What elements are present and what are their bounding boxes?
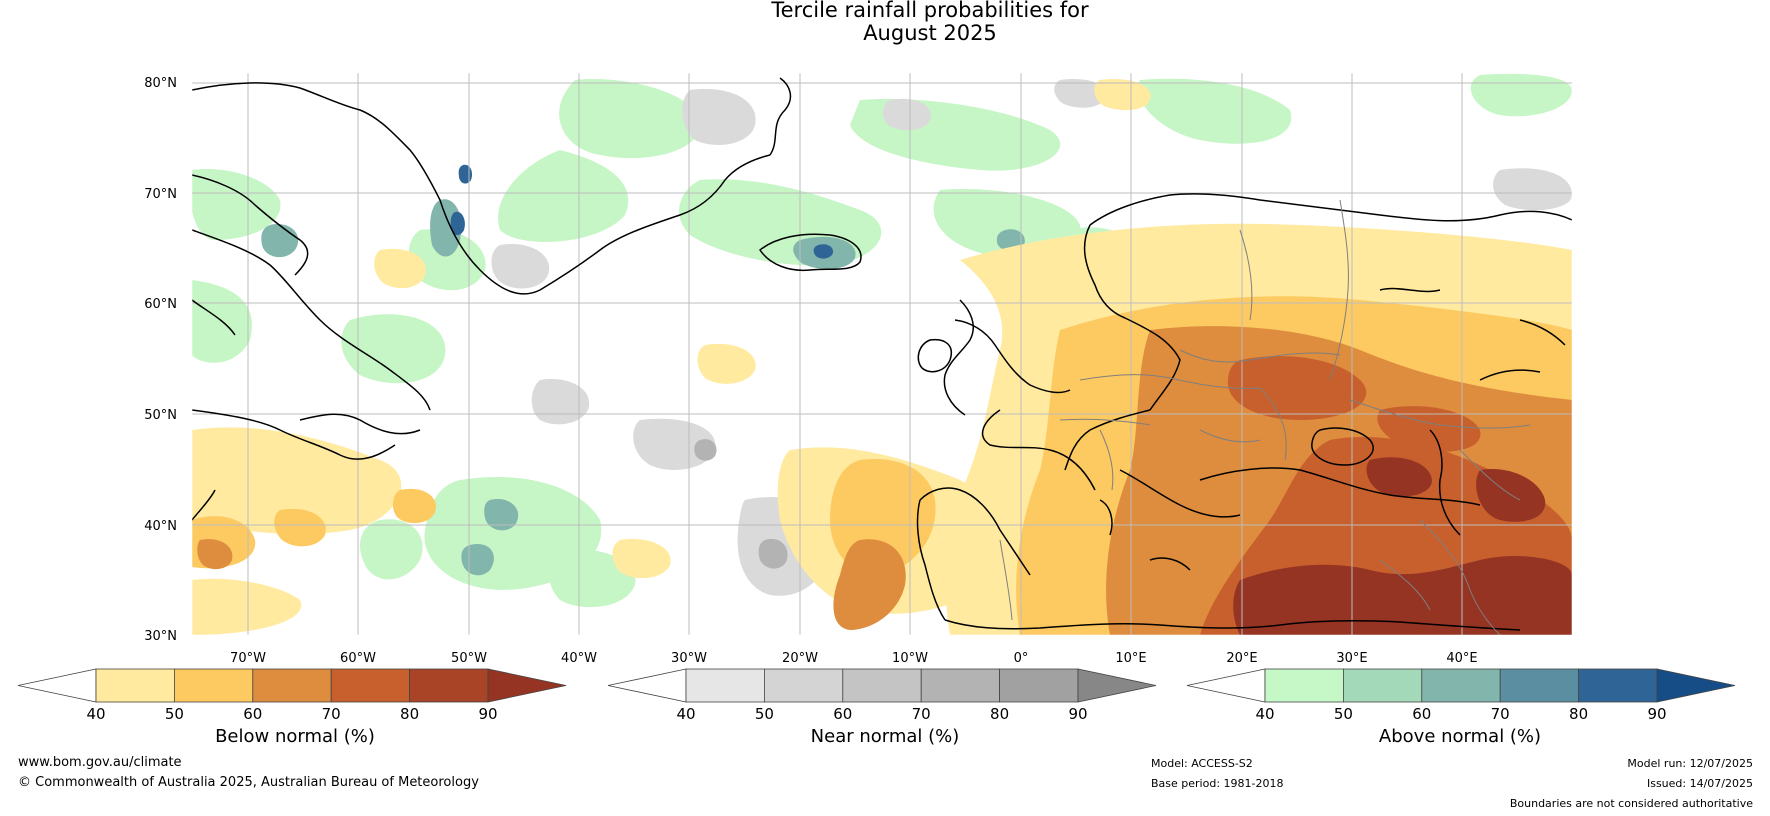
near-tick-label: 80 — [990, 705, 1009, 723]
lon-label-40w: 40°W — [561, 651, 597, 666]
above-tick-label: 50 — [1334, 705, 1353, 723]
base-period-text: Base period: 1981-2018 — [1151, 777, 1284, 790]
near-tick-label: 90 — [1068, 705, 1087, 723]
above-bar-segment — [1578, 668, 1658, 703]
lat-label-70n: 70°N — [144, 187, 177, 202]
copyright-text: © Commonwealth of Australia 2025, Austra… — [18, 775, 479, 790]
lon-label-30w: 30°W — [671, 651, 707, 666]
lon-label-10e: 10°E — [1115, 651, 1146, 666]
above-normal-label: Above normal (%) — [1378, 726, 1542, 747]
lat-label-40n: 40°N — [144, 519, 177, 534]
graticule — [192, 73, 1572, 635]
above-tick-label: 80 — [1569, 705, 1588, 723]
near-tick-label: 40 — [676, 705, 695, 723]
near-tick-label: 70 — [912, 705, 931, 723]
near-normal-label: Near normal (%) — [810, 726, 960, 747]
above-tick-label: 70 — [1491, 705, 1510, 723]
below-tick-label: 60 — [243, 705, 262, 723]
below-tick-label: 90 — [478, 705, 497, 723]
lat-label-50n: 50°N — [144, 408, 177, 423]
below-normal-label: Below normal (%) — [215, 726, 375, 747]
lat-label-80n: 80°N — [144, 76, 177, 91]
near-bar-segment — [999, 668, 1079, 703]
above-bar-segment — [1421, 668, 1501, 703]
below-bar-segment — [409, 668, 489, 703]
below-tick-label: 50 — [165, 705, 184, 723]
map-area — [192, 73, 1572, 635]
lat-label-30n: 30°N — [144, 629, 177, 644]
above-bar-segment — [1499, 668, 1579, 703]
colorbar-below-normal: 40 50 60 70 80 90 — [17, 668, 567, 723]
above-tick-label: 40 — [1255, 705, 1274, 723]
below-tick-label: 70 — [322, 705, 341, 723]
lon-label-50w: 50°W — [451, 651, 487, 666]
above-bar-segment — [1264, 668, 1344, 703]
near-normal-strong — [694, 439, 788, 569]
below-bar-over — [487, 668, 567, 703]
above-bar-under — [1186, 668, 1266, 703]
below-tick-label: 40 — [86, 705, 105, 723]
lon-label-20w: 20°W — [782, 651, 818, 666]
near-tick-label: 50 — [755, 705, 774, 723]
below-bar-segment — [95, 668, 175, 703]
colorbar-near-normal: 40 50 60 70 80 90 — [607, 668, 1157, 723]
near-bar-segment — [842, 668, 922, 703]
below-bar-segment — [330, 668, 411, 703]
model-text: Model: ACCESS-S2 — [1151, 757, 1253, 770]
lon-label-20e: 20°E — [1226, 651, 1257, 666]
country-borders — [999, 199, 1531, 635]
lon-label-60w: 60°W — [340, 651, 376, 666]
lon-label-70w: 70°W — [230, 651, 266, 666]
lon-label-10w: 10°W — [892, 651, 928, 666]
lon-label-40e: 40°E — [1446, 651, 1477, 666]
near-tick-label: 60 — [833, 705, 852, 723]
below-bar-segment — [173, 668, 254, 703]
near-bar-under — [607, 668, 687, 703]
above-bar-segment — [1343, 668, 1423, 703]
near-bar-segment — [764, 668, 844, 703]
colorbar-above-normal: 40 50 60 70 80 90 — [1186, 668, 1736, 723]
below-bar-under — [17, 668, 97, 703]
map-title-line1: Tercile rainfall probabilities for — [771, 0, 1089, 22]
latitude-labels: 80°N 70°N 60°N 50°N 40°N 30°N — [144, 76, 177, 644]
below-tick-label: 80 — [400, 705, 419, 723]
issued-text: Issued: 14/07/2025 — [1646, 777, 1753, 790]
website-link[interactable]: www.bom.gov.au/climate — [18, 755, 182, 770]
above-tick-label: 60 — [1412, 705, 1431, 723]
near-bar-over — [1077, 668, 1157, 703]
map-title-line2: August 2025 — [863, 21, 997, 45]
lat-label-60n: 60°N — [144, 297, 177, 312]
coastlines — [192, 77, 1572, 631]
near-bar-segment — [920, 668, 1001, 703]
lon-label-0: 0° — [1014, 651, 1029, 666]
above-tick-label: 90 — [1647, 705, 1666, 723]
above-bar-over — [1656, 668, 1736, 703]
below-bar-segment — [252, 668, 332, 703]
longitude-labels: 70°W 60°W 50°W 40°W 30°W 20°W 10°W 0° 10… — [230, 651, 1478, 666]
near-bar-segment — [685, 668, 765, 703]
model-run-text: Model run: 12/07/2025 — [1627, 757, 1753, 770]
lon-label-30e: 30°E — [1336, 651, 1367, 666]
disclaimer-text: Boundaries are not considered authoritat… — [1509, 797, 1753, 810]
